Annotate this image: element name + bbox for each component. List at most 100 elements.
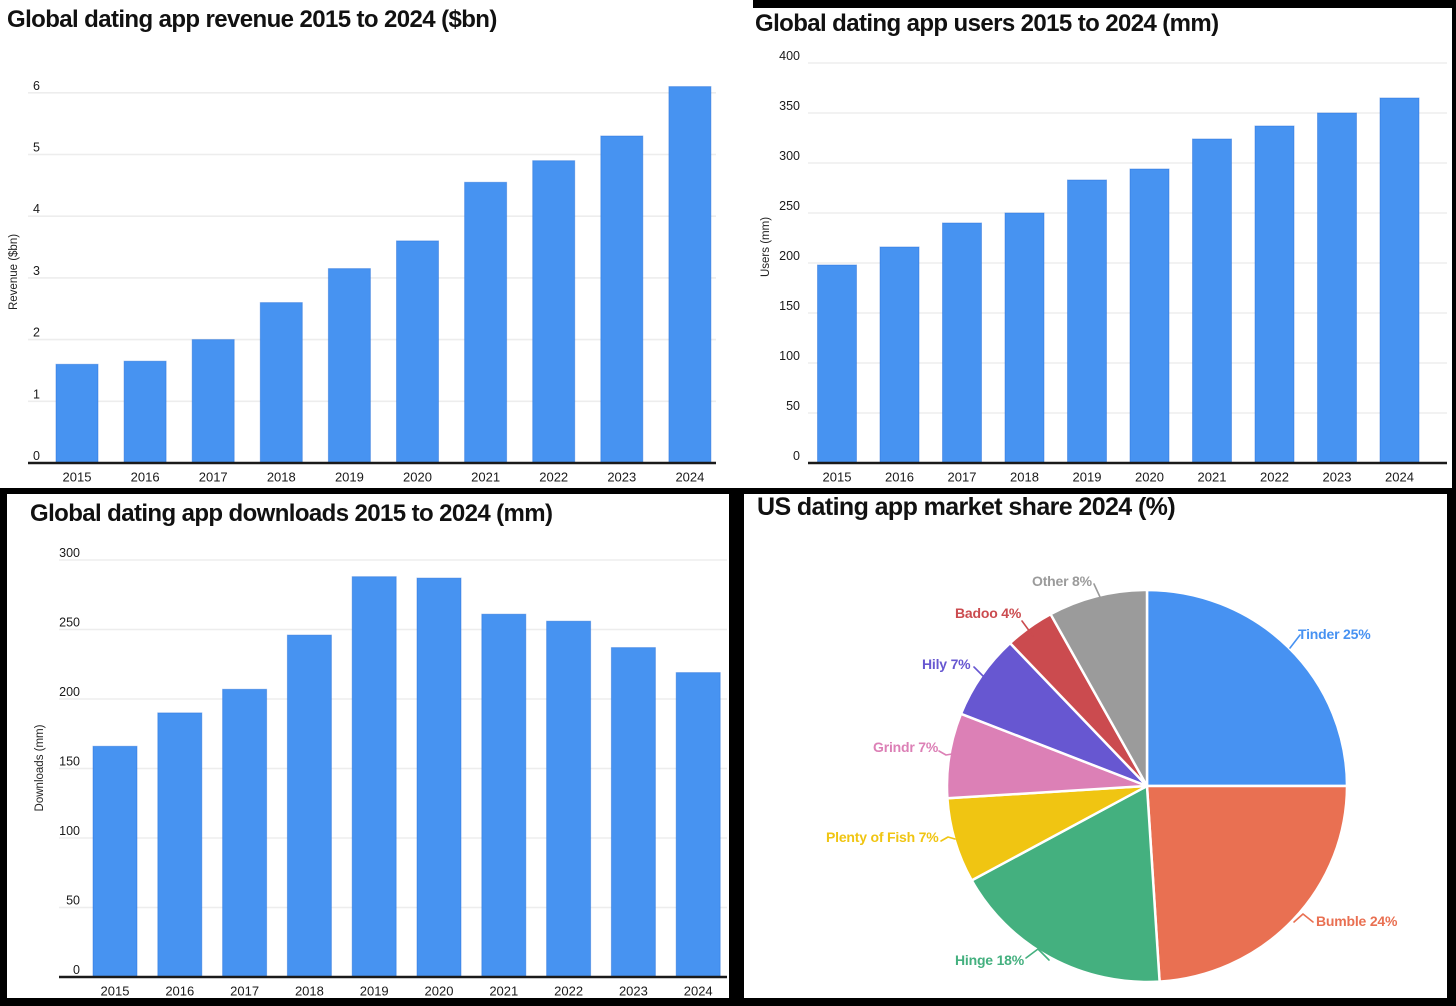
bar-2024 (668, 86, 712, 464)
pie-label-hily: Hily 7% (922, 656, 971, 672)
x-tick-label: 2019 (335, 470, 364, 485)
bar-2015 (55, 363, 99, 464)
y-tick-label: 100 (779, 349, 800, 363)
revenue-chart-svg: 0 1 2 3 4 5 6 2015 2016 2017 2018 2019 2020 2021 2022 2… (8, 79, 716, 485)
y-tick-label: 3 (33, 264, 40, 278)
x-tick-label: 2021 (471, 470, 500, 485)
bar-2023 (610, 647, 656, 978)
y-tick-label: 50 (786, 399, 800, 413)
bar-2022 (546, 620, 592, 978)
x-tick-label: 2020 (1135, 470, 1164, 485)
bar-2021 (1192, 138, 1232, 464)
bar-2017 (222, 688, 268, 978)
x-tick-label: 2021 (489, 984, 518, 999)
pie-label-tinder: Tinder 25% (1298, 626, 1371, 642)
downloads-y-axis-title: Downloads (mm) (34, 724, 46, 811)
bar-2019 (327, 268, 371, 464)
y-tick-label: 6 (33, 79, 40, 93)
pie-label-grindr: Grindr 7% (873, 739, 939, 755)
x-tick-label: 2016 (165, 984, 194, 999)
y-tick-label: 0 (793, 449, 800, 463)
bar-2021 (464, 181, 508, 464)
x-tick-label: 2019 (1073, 470, 1102, 485)
y-tick-label: 0 (73, 963, 80, 977)
y-tick-label: 0 (33, 449, 40, 463)
bar-2018 (286, 634, 332, 978)
users-chart-svg: 0 50 100 150 200 250 300 350 400 2015 2016 2017 2018… (760, 49, 1447, 485)
x-tick-label: 2017 (230, 984, 259, 999)
pie-slice-tinder (1145, 588, 1349, 788)
bar-2020 (416, 577, 462, 978)
pie-label-other: Other 8% (1032, 573, 1092, 589)
bar-2019 (1067, 179, 1107, 464)
bar-2016 (879, 246, 920, 464)
bar-2024 (1379, 97, 1420, 464)
pie-leader-line (1025, 948, 1050, 961)
y-tick-label: 300 (779, 149, 800, 163)
downloads-chart-svg: 0 50 100 150 200 250 300 2015 2016 2017 2018 2019 20… (34, 546, 727, 999)
y-tick-label: 300 (59, 546, 80, 560)
x-tick-label: 2018 (295, 984, 324, 999)
y-tick-label: 5 (33, 141, 40, 155)
revenue-chart-title: Global dating app revenue 2015 to 2024 (… (7, 6, 497, 33)
x-tick-label: 2023 (619, 984, 648, 999)
bar-2020 (1129, 168, 1170, 464)
pie-label-plenty-of-fish: Plenty of Fish 7% (826, 829, 939, 845)
bar-2023 (600, 135, 644, 464)
revenue-y-axis-title: Revenue ($bn) (8, 234, 20, 310)
pie-leader-line (938, 750, 953, 756)
pie-label-hinge: Hinge 18% (955, 952, 1024, 968)
x-tick-label: 2019 (360, 984, 389, 999)
x-tick-label: 2024 (675, 470, 704, 485)
bar-2018 (259, 302, 303, 464)
pie-leader-line (940, 836, 956, 842)
y-tick-label: 50 (66, 894, 80, 908)
y-tick-label: 4 (33, 202, 40, 216)
x-tick-label: 2020 (425, 984, 454, 999)
x-tick-label: 2016 (131, 470, 160, 485)
pie-slice-bumble (1145, 784, 1349, 983)
bar-2022 (1254, 125, 1295, 464)
bar-2020 (396, 240, 439, 464)
x-tick-label: 2017 (199, 470, 228, 485)
pie-leader-line (1093, 583, 1101, 598)
bar-2017 (942, 222, 982, 464)
y-tick-label: 150 (779, 299, 800, 313)
x-tick-label: 2022 (539, 470, 568, 485)
bar-2016 (123, 360, 167, 464)
pie-leader-line (1289, 634, 1301, 649)
y-tick-label: 400 (779, 49, 800, 63)
y-tick-label: 350 (779, 99, 800, 113)
market-share-pie-svg (938, 583, 1349, 984)
x-tick-label: 2021 (1198, 470, 1227, 485)
y-tick-label: 250 (779, 199, 800, 213)
x-tick-label: 2016 (885, 470, 914, 485)
bar-2018 (1004, 212, 1045, 464)
bar-2017 (191, 339, 235, 464)
pie-slice-other (1049, 588, 1149, 788)
y-tick-label: 200 (779, 249, 800, 263)
x-tick-label: 2018 (1010, 470, 1039, 485)
x-tick-label: 2022 (554, 984, 583, 999)
pie-leader-line (1293, 913, 1314, 923)
downloads-chart-title: Global dating app downloads 2015 to 2024… (30, 500, 553, 527)
y-tick-label: 1 (33, 387, 40, 401)
x-tick-label: 2018 (267, 470, 296, 485)
y-tick-label: 150 (59, 755, 80, 769)
x-tick-label: 2024 (684, 984, 713, 999)
bar-2021 (481, 613, 527, 978)
y-tick-label: 200 (59, 685, 80, 699)
market-share-chart-title: US dating app market share 2024 (%) (757, 493, 1176, 521)
bar-2015 (92, 745, 138, 978)
users-chart-title: Global dating app users 2015 to 2024 (mm… (755, 10, 1219, 37)
y-tick-label: 100 (59, 824, 80, 838)
y-tick-label: 2 (33, 326, 40, 340)
x-tick-label: 2023 (607, 470, 636, 485)
pie-slice-hinge (970, 784, 1161, 984)
x-tick-label: 2024 (1385, 470, 1414, 485)
pie-label-badoo: Badoo 4% (955, 605, 1022, 621)
x-tick-label: 2023 (1323, 470, 1352, 485)
pie-leader-line (1021, 620, 1034, 637)
y-tick-label: 250 (59, 616, 80, 630)
